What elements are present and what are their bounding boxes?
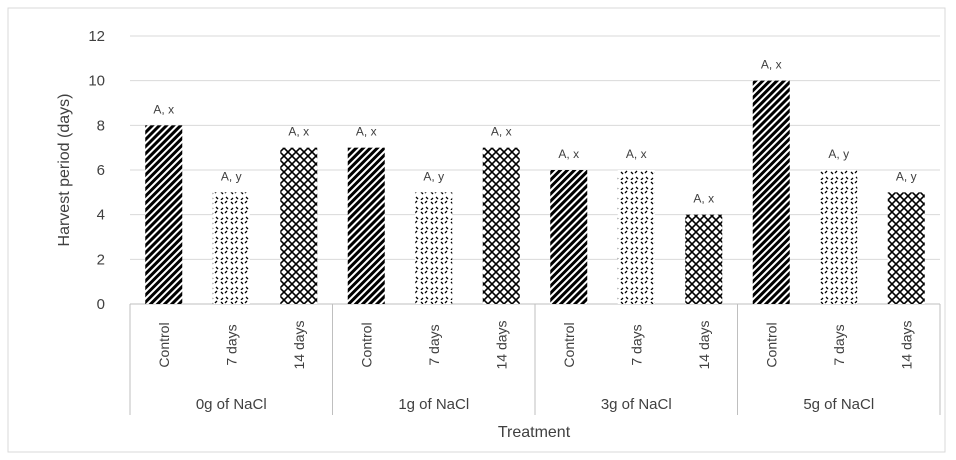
bar	[753, 81, 790, 304]
y-tick-label: 10	[88, 73, 105, 90]
data-label: A, x	[558, 147, 579, 161]
x-category-label: 14 days	[898, 320, 914, 369]
x-category-label: Control	[763, 322, 779, 367]
y-tick-label: 12	[88, 28, 105, 45]
bar	[685, 215, 722, 304]
data-label: A, x	[761, 58, 782, 72]
x-category-label: 14 days	[696, 320, 712, 369]
data-label: A, x	[491, 125, 512, 139]
data-label: A, x	[288, 125, 309, 139]
x-category-label: Control	[561, 322, 577, 367]
x-category-label: Control	[156, 322, 172, 367]
bar	[280, 148, 317, 304]
bar	[348, 148, 385, 304]
x-axis-title: Treatment	[498, 424, 571, 441]
x-category-label: Control	[358, 322, 374, 367]
data-label: A, x	[153, 102, 174, 116]
data-label: A, x	[356, 125, 377, 139]
y-tick-label: 2	[97, 251, 105, 268]
data-label: A, x	[693, 192, 714, 206]
bar	[550, 170, 587, 304]
data-label: A, y	[896, 169, 917, 183]
bar	[213, 192, 250, 304]
x-group-label: 0g of NaCl	[196, 396, 267, 413]
x-category-label: 7 days	[831, 324, 847, 365]
data-label: A, y	[828, 147, 849, 161]
x-group-label: 3g of NaCl	[601, 396, 672, 413]
x-group-label: 5g of NaCl	[803, 396, 874, 413]
x-category-label: 7 days	[223, 324, 239, 365]
data-label: A, y	[423, 169, 444, 183]
x-category-label: 7 days	[426, 324, 442, 365]
x-group-label: 1g of NaCl	[398, 396, 469, 413]
y-tick-label: 6	[97, 162, 105, 179]
y-tick-label: 4	[97, 207, 105, 224]
bar	[618, 170, 655, 304]
bar	[820, 170, 857, 304]
x-category-label: 14 days	[291, 320, 307, 369]
data-label: A, x	[626, 147, 647, 161]
y-axis-title: Harvest period (days)	[56, 94, 73, 247]
bar	[415, 192, 452, 304]
bar	[483, 148, 520, 304]
y-tick-label: 0	[97, 296, 105, 313]
x-category-label: 7 days	[628, 324, 644, 365]
x-category-label: 14 days	[493, 320, 509, 369]
y-tick-label: 8	[97, 117, 105, 134]
bar	[145, 125, 182, 304]
data-label: A, y	[221, 169, 242, 183]
bar	[888, 192, 925, 304]
